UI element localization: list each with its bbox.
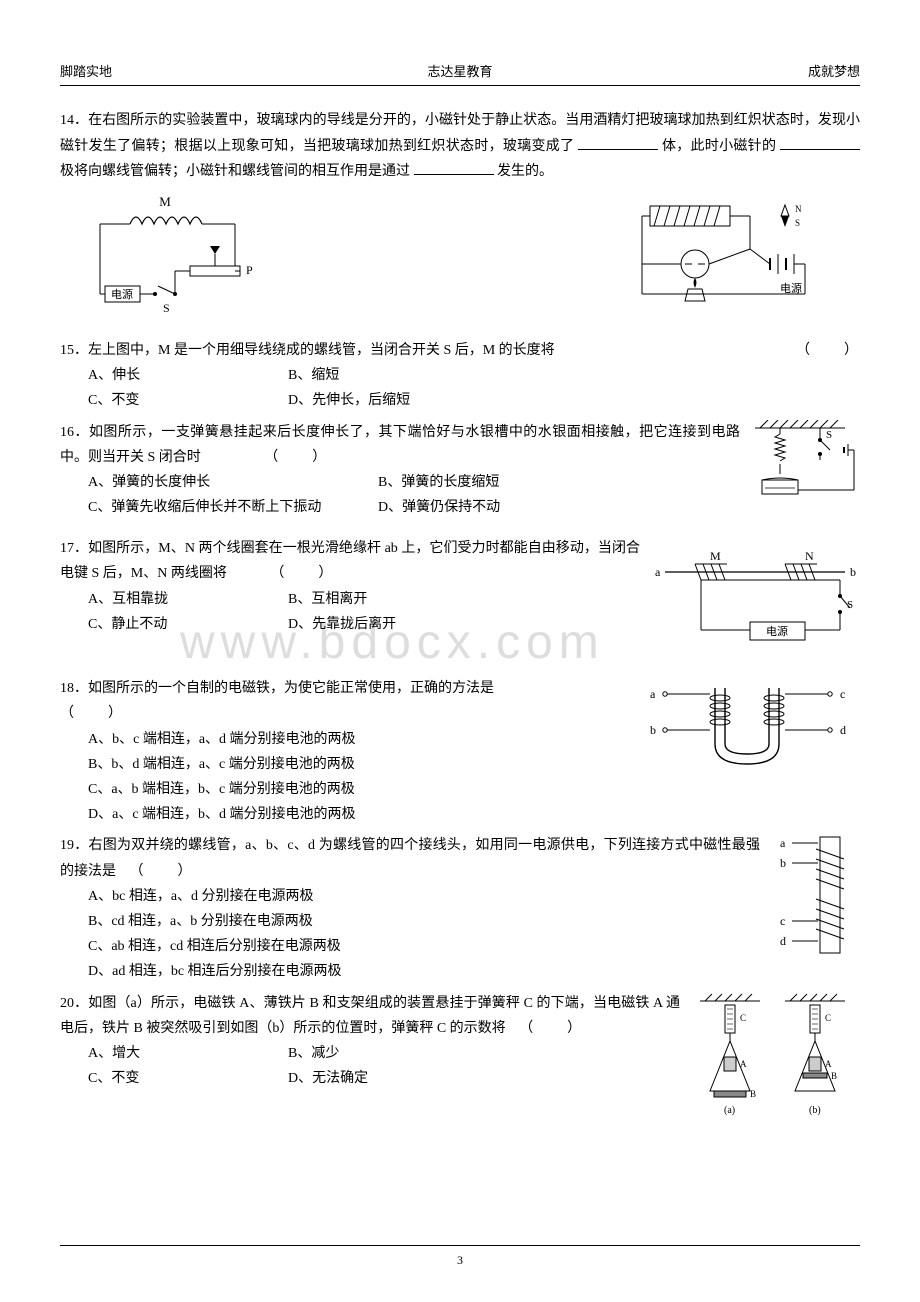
q20-A1: A <box>740 1059 747 1069</box>
q17-src: 电源 <box>766 624 788 638</box>
q19-opt-c: C、ab 相连，cd 相连后分别接在电源两极 <box>88 934 860 959</box>
label-Sc: S <box>795 218 800 228</box>
q15-opt-b: B、缩短 <box>288 363 488 388</box>
header-left: 脚踏实地 <box>60 60 112 83</box>
q19-c: c <box>780 914 785 928</box>
q16-figure: S <box>750 420 860 510</box>
question-14: 14．在右图所示的实验装置中，玻璃球内的导线是分开的，小磁针处于静止状态。当用酒… <box>60 108 860 184</box>
q20-B2: B <box>831 1071 837 1081</box>
question-18: a b c d <box>60 676 860 827</box>
q17-M: M <box>710 550 721 563</box>
label-S: S <box>163 301 170 315</box>
q18-opt-c: C、a、b 端相连，b、c 端分别接电池的两极 <box>88 777 860 802</box>
question-20: C A B (a) <box>60 991 860 1131</box>
q15-opt-a: A、伸长 <box>88 363 288 388</box>
page-header: 脚踏实地 志达星教育 成就梦想 <box>60 60 860 86</box>
q17-S: S <box>847 599 853 611</box>
q15-opt-d: D、先伸长，后缩短 <box>288 388 488 413</box>
q20-C2: C <box>825 1013 831 1023</box>
q19-opt-b: B、cd 相连，a、b 分别接在电源两极 <box>88 909 860 934</box>
q17-opt-a: A、互相靠拢 <box>88 587 288 612</box>
label-M: M <box>159 194 171 209</box>
q20-opt-b: B、减少 <box>288 1041 488 1066</box>
q19-d: d <box>780 934 786 948</box>
q20-b: (b) <box>809 1105 821 1116</box>
q17-b: b <box>850 565 856 579</box>
header-right: 成就梦想 <box>808 60 860 83</box>
q19-paren: （ ） <box>130 864 194 879</box>
page-footer: 3 <box>60 1245 860 1272</box>
header-center: 志达星教育 <box>427 60 492 83</box>
q18-b: b <box>650 723 656 737</box>
question-16: S 16．如图所示，一支弹簧悬挂起来后长度伸长了，其下端恰好与水银槽中的水银面相… <box>60 420 860 521</box>
q15-paren: （ ） <box>796 338 860 363</box>
q18-d: d <box>840 723 846 737</box>
question-17: M N a b <box>60 536 860 660</box>
q19-figure: a b c d <box>770 833 860 963</box>
q19-b: b <box>780 856 786 870</box>
label-P: P <box>246 263 253 277</box>
q17-paren: （ ） <box>270 566 334 581</box>
q20-opt-a: A、增大 <box>88 1041 288 1066</box>
blank <box>780 135 860 150</box>
label-power2: 电源 <box>780 281 802 295</box>
q20-opt-c: C、不变 <box>88 1066 288 1091</box>
question-15: 15．左上图中，M 是一个用细导线绕成的螺线管，当闭合开关 S 后，M 的长度将… <box>60 338 860 414</box>
q20-C1: C <box>740 1013 746 1023</box>
question-19: a b c d 19．右图为双并绕的螺线管，a <box>60 833 860 984</box>
q14-text-d: 发生的。 <box>497 164 553 179</box>
q20-a: (a) <box>724 1105 735 1116</box>
q18-a: a <box>650 687 656 701</box>
q16-opt-b: B、弹簧的长度缩短 <box>378 470 499 495</box>
q20-stem: 20．如图（a）所示，电磁铁 A、薄铁片 B 和支架组成的装置悬挂于弹簧秤 C … <box>60 996 680 1036</box>
q16-paren: （ ） <box>264 450 328 465</box>
q17-opt-b: B、互相离开 <box>288 587 488 612</box>
q17-N: N <box>805 550 814 563</box>
q14-text-c: 极将向螺线管偏转；小磁针和螺线管间的相互作用是通过 <box>60 164 410 179</box>
q20-B1: B <box>750 1089 756 1099</box>
label-N: N <box>795 204 802 214</box>
page-number: 3 <box>457 1253 463 1267</box>
q16-S: S <box>826 429 832 441</box>
q20-paren: （ ） <box>519 1021 583 1036</box>
q16-stem: 16．如图所示，一支弹簧悬挂起来后长度伸长了，其下端恰好与水银槽中的水银面相接触… <box>60 425 740 465</box>
q17-figure: M N a b <box>650 550 860 660</box>
q19-opt-a: A、bc 相连，a、d 分别接在电源两极 <box>88 884 860 909</box>
blank <box>414 160 494 175</box>
q20-opt-d: D、无法确定 <box>288 1066 488 1091</box>
q17-stem: 17．如图所示，M、N 两个线圈套在一根光滑绝缘杆 ab 上，它们受力时都能自由… <box>60 541 640 581</box>
q15-stem: 15．左上图中，M 是一个用细导线绕成的螺线管，当闭合开关 S 后，M 的长度将 <box>60 338 555 363</box>
q16-opt-d: D、弹簧仍保持不动 <box>378 495 500 520</box>
q18-figure: a b c d <box>640 676 860 776</box>
q18-c: c <box>840 687 845 701</box>
q16-opt-c: C、弹簧先收缩后伸长并不断上下振动 <box>88 495 378 520</box>
q20-figure: C A B (a) <box>690 991 860 1131</box>
q15-opt-c: C、不变 <box>88 388 288 413</box>
q18-stem: 18．如图所示的一个自制的电磁铁，为使它能正常使用，正确的方法是 <box>60 681 494 696</box>
q14-text-b: 体，此时小磁针的 <box>662 139 776 154</box>
q16-opt-a: A、弹簧的长度伸长 <box>88 470 378 495</box>
blank <box>578 135 658 150</box>
q18-opt-d: D、a、c 端相连，b、d 端分别接电池的两极 <box>88 802 860 827</box>
q17-a: a <box>655 565 661 579</box>
q19-a: a <box>780 836 786 850</box>
q18-paren: （ ） <box>60 706 124 721</box>
q20-A2: A <box>825 1059 832 1069</box>
q17-opt-d: D、先靠拢后离开 <box>288 612 488 637</box>
q15-figure: M P <box>60 194 420 324</box>
q17-opt-c: C、静止不动 <box>88 612 288 637</box>
q19-opt-d: D、ad 相连，bc 相连后分别接在电源两极 <box>88 959 860 984</box>
label-power: 电源 <box>111 287 133 301</box>
q14-figure: N S <box>630 194 860 324</box>
